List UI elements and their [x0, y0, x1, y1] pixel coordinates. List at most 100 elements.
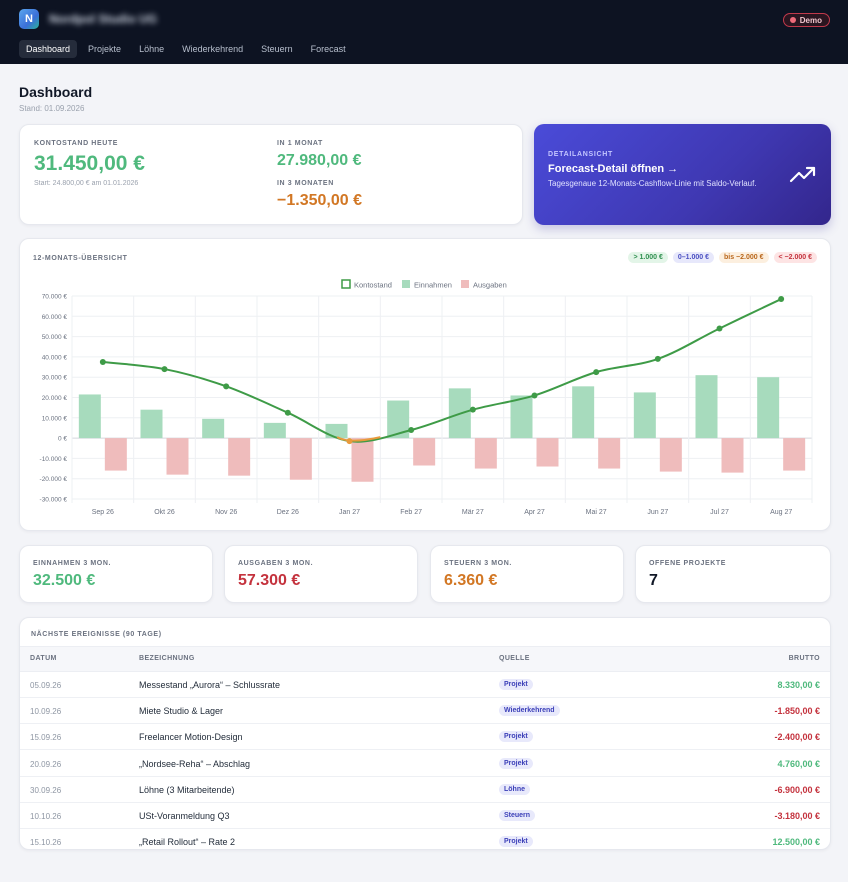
pill-positive-low: 0–1.000 € — [672, 252, 714, 263]
x-tick-label: Feb 27 — [400, 509, 422, 516]
expense-bar — [228, 438, 251, 476]
col-datum[interactable]: DATUM — [30, 655, 57, 662]
legend-kontostand-swatch — [341, 279, 351, 289]
kpi-tax-label: STEUERN 3 MON. — [444, 560, 512, 567]
legend-ausgaben-swatch — [461, 280, 469, 288]
income-bar — [140, 409, 163, 439]
balance-point — [161, 366, 168, 373]
forecast-card-description: Tagesgenaue 12-Monats-Cashflow-Linie mit… — [548, 179, 757, 188]
balance-3m-value: −1.350,00 € — [277, 192, 362, 209]
balance-point — [346, 438, 353, 445]
x-tick-label: Sep 26 — [92, 509, 114, 516]
balance-point — [469, 406, 476, 413]
x-tick-label: Mär 27 — [462, 509, 484, 516]
x-tick-label: Jun 27 — [647, 509, 668, 516]
expense-bar — [659, 438, 682, 472]
pill-positive-high: > 1.000 € — [628, 252, 668, 263]
event-date: 15.10.26 — [30, 838, 62, 848]
y-tick-label: -10.000 € — [40, 456, 68, 463]
event-source-badge: Wiederkehrend — [499, 705, 560, 717]
x-tick-label: Dez 26 — [277, 509, 299, 516]
table-row[interactable]: 15.10.26 „Retail Rollout“ – Rate 2 Projekt… — [20, 829, 830, 855]
nav-dashboard[interactable]: Dashboard — [19, 40, 78, 58]
expense-bar — [351, 438, 374, 482]
kpi-projects-card: OFFENE PROJEKTE 7 — [635, 545, 831, 603]
forecast-detail-card[interactable]: DETAILANSICHT Forecast-Detail öffnen → T… — [534, 124, 831, 225]
income-bar — [202, 418, 225, 439]
expense-bar — [104, 438, 127, 471]
kpi-income-value: 32.500 € — [33, 572, 96, 589]
nav-steuern[interactable]: Steuern — [261, 44, 293, 54]
y-tick-label: 40.000 € — [42, 354, 68, 361]
chart-title: 12-MONATS-ÜBERSICHT — [33, 255, 128, 262]
y-tick-label: -30.000 € — [40, 497, 68, 504]
threshold-legend: > 1.000 € 0–1.000 € bis −2.000 € < −2.00… — [628, 252, 817, 263]
x-tick-label: Nov 26 — [215, 509, 237, 516]
nav-projekte[interactable]: Projekte — [88, 44, 122, 54]
income-bar — [78, 394, 101, 439]
nav-loehne[interactable]: Löhne — [139, 44, 165, 54]
pill-negative-high: < −2.000 € — [773, 252, 817, 263]
balance-today-value: 31.450,00 € — [34, 152, 145, 175]
demo-badge-label: Demo — [799, 15, 822, 25]
page-title: Dashboard — [19, 84, 93, 100]
col-bezeichnung[interactable]: BEZEICHNUNG — [139, 655, 195, 662]
events-table-header: DATUM BEZEICHNUNG QUELLE BRUTTO — [20, 646, 830, 672]
kpi-projects-label: OFFENE PROJEKTE — [649, 560, 727, 567]
event-source-badge: Projekt — [499, 757, 533, 769]
x-tick-label: Jul 27 — [710, 509, 729, 516]
table-row[interactable]: 15.09.26 Freelancer Motion-Design Projekt -… — [20, 724, 830, 751]
table-row[interactable]: 10.10.26 USt-Voranmeldung Q3 Steuern -3.180… — [20, 803, 830, 829]
balance-3m-label: IN 3 MONATEN — [277, 180, 334, 187]
event-name: Freelancer Motion-Design — [139, 732, 243, 743]
page-subtitle: Stand: 01.09.2026 — [19, 104, 85, 113]
event-source-badge: Löhne — [499, 783, 530, 795]
y-tick-label: -20.000 € — [40, 476, 68, 483]
balance-point — [223, 383, 230, 390]
event-amount: 4.760,00 € — [777, 758, 820, 769]
expense-bar — [783, 438, 806, 471]
balance-point — [531, 392, 538, 399]
balance-start-text: Start: 24.800,00 € am 01.01.2026 — [34, 180, 139, 187]
kpi-projects-value: 7 — [649, 572, 658, 589]
y-tick-label: 0 € — [58, 436, 67, 443]
event-amount: 8.330,00 € — [777, 680, 820, 690]
event-amount: -2.400,00 € — [774, 732, 820, 743]
event-date: 30.09.26 — [30, 785, 62, 795]
legend-ausgaben-label: Ausgaben — [473, 281, 507, 290]
income-bar — [695, 375, 718, 439]
kpi-income-label: EINNAHMEN 3 MON. — [33, 560, 112, 567]
x-tick-label: Aug 27 — [770, 509, 792, 516]
y-tick-label: 10.000 € — [42, 415, 68, 422]
table-row[interactable]: 20.09.26 „Nordsee-Reha“ – Abschlag Projekt… — [20, 751, 830, 777]
income-bar — [572, 386, 595, 439]
event-date: 05.09.26 — [30, 681, 62, 690]
col-quelle[interactable]: QUELLE — [499, 655, 530, 662]
event-source-badge: Projekt — [499, 679, 533, 690]
kpi-tax-card: STEUERN 3 MON. 6.360 € — [430, 545, 624, 603]
forecast-card-title: Forecast-Detail öffnen → — [548, 163, 679, 175]
brand[interactable]: N Nordpol Studio UG — [19, 9, 157, 29]
event-amount: -1.850,00 € — [774, 706, 820, 717]
income-bar — [633, 392, 656, 439]
table-row[interactable]: 05.09.26 Messestand „Aurora“ – Schlussrat… — [20, 672, 830, 698]
expense-bar — [598, 438, 621, 469]
expense-bar — [413, 438, 436, 466]
col-brutto[interactable]: BRUTTO — [788, 655, 820, 662]
y-tick-label: 50.000 € — [42, 334, 68, 341]
nav-wiederkehrend[interactable]: Wiederkehrend — [182, 44, 244, 54]
table-row[interactable]: 30.09.26 Löhne (3 Mitarbeitende) Löhne -6.9… — [20, 777, 830, 803]
legend-einnahmen-label: Einnahmen — [414, 281, 452, 290]
event-amount: -3.180,00 € — [774, 811, 820, 821]
app-logo: N — [19, 9, 39, 29]
table-row[interactable]: 10.09.26 Miete Studio & Lager Wiederkehren… — [20, 698, 830, 725]
top-bar: N Nordpol Studio UG Demo Dashboard Proje… — [0, 0, 848, 64]
kpi-income-card: EINNAHMEN 3 MON. 32.500 € — [19, 545, 213, 603]
event-name: USt-Voranmeldung Q3 — [139, 811, 230, 821]
demo-badge: Demo — [782, 13, 830, 27]
x-tick-label: Mai 27 — [586, 509, 607, 516]
event-name: Miete Studio & Lager — [139, 706, 224, 717]
pill-negative-low: bis −2.000 € — [719, 252, 769, 263]
balance-point — [654, 355, 661, 362]
nav-forecast[interactable]: Forecast — [310, 44, 346, 54]
